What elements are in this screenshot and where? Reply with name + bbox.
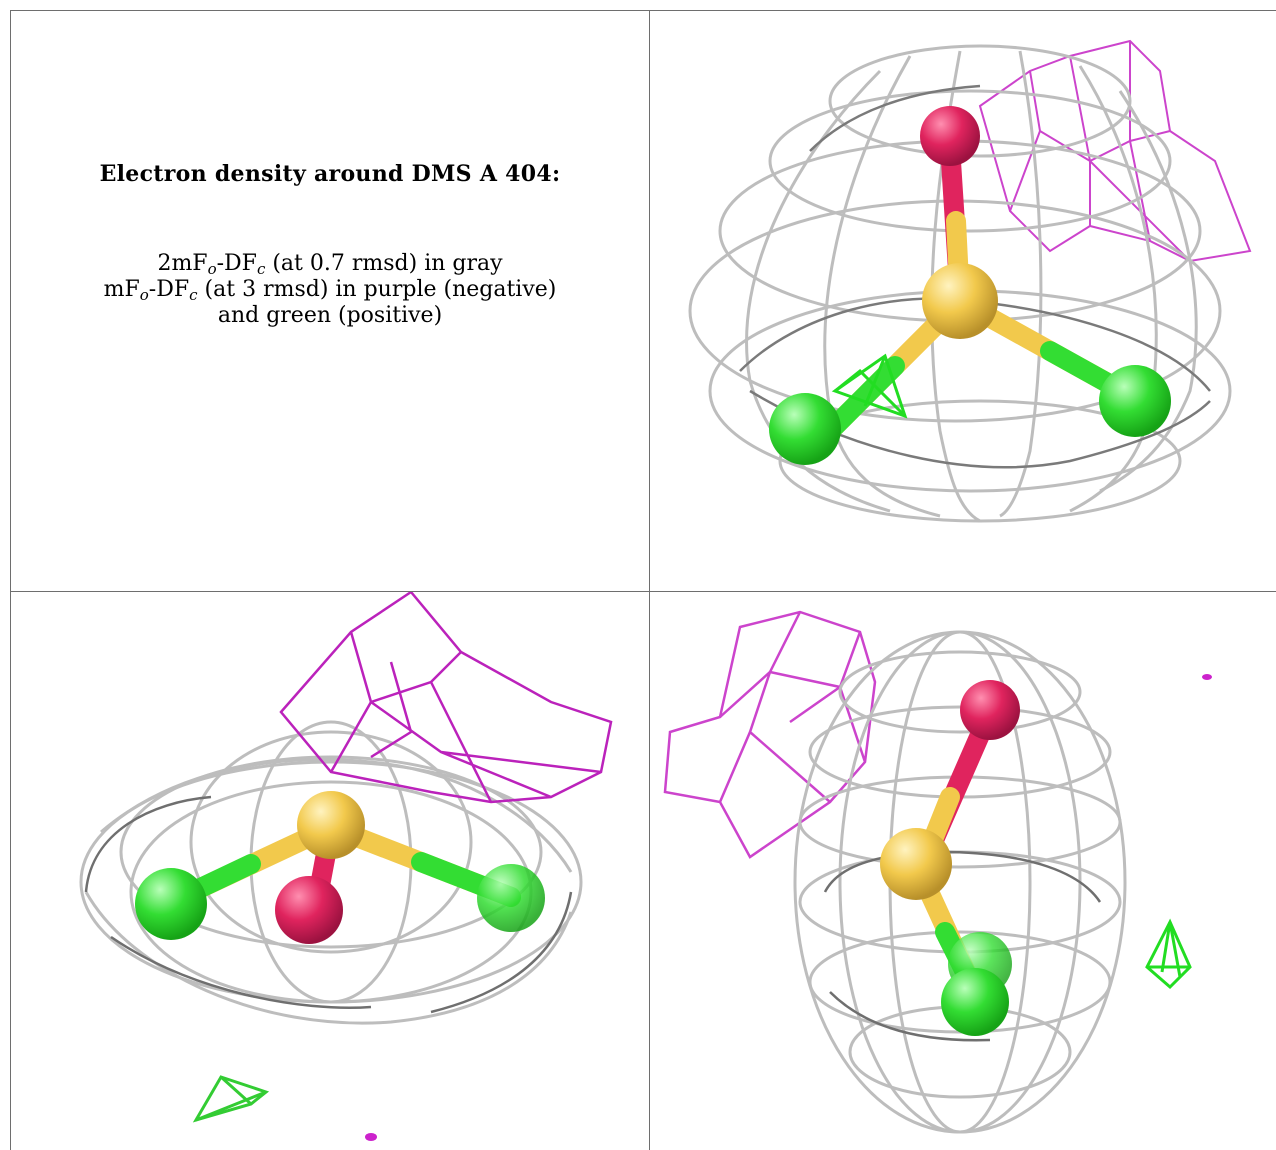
density-mesh-dark-edges bbox=[823, 850, 1102, 1042]
table-border-top bbox=[10, 10, 1276, 11]
table-border-left bbox=[10, 10, 11, 1150]
caption-line-3: and green (positive) bbox=[217, 303, 443, 328]
negative-density-mesh bbox=[663, 610, 877, 859]
density-view-3-canvas bbox=[663, 610, 1212, 1134]
oxygen-atom bbox=[275, 876, 343, 944]
table-divider-vertical bbox=[649, 10, 650, 1150]
positive-density-mesh bbox=[831, 353, 908, 419]
dms-molecule bbox=[880, 680, 1020, 1036]
negative-density-speck bbox=[365, 1133, 377, 1141]
density-mesh-dark-edges bbox=[84, 795, 573, 1014]
density-view-1 bbox=[650, 11, 1276, 591]
dms-molecule bbox=[135, 791, 545, 944]
caption-cell: Electron density around DMS A 404: 2mFo-… bbox=[11, 11, 649, 591]
caption-line-2: mFo-DFc (at 3 rmsd) in purple (negative) bbox=[103, 277, 557, 304]
density-mesh-2mfo-dfc bbox=[793, 630, 1127, 1134]
carbon-atom bbox=[135, 868, 207, 940]
negative-density-mesh bbox=[279, 592, 613, 804]
carbon-atom bbox=[941, 968, 1009, 1036]
density-view-3 bbox=[650, 592, 1276, 1150]
density-view-2 bbox=[11, 592, 649, 1150]
oxygen-atom bbox=[920, 106, 980, 166]
table-divider-horizontal bbox=[10, 591, 1276, 592]
carbon-atom bbox=[1099, 365, 1171, 437]
sulfur-atom bbox=[922, 263, 998, 339]
density-view-2-canvas bbox=[79, 592, 613, 1141]
negative-density-mesh bbox=[978, 39, 1252, 263]
caption-line-1: 2mFo-DFc (at 0.7 rmsd) in gray bbox=[157, 251, 503, 278]
negative-density-speck bbox=[1202, 674, 1212, 680]
carbon-atom bbox=[769, 393, 841, 465]
positive-density-mesh bbox=[1145, 918, 1192, 990]
caption: Electron density around DMS A 404: 2mFo-… bbox=[11, 161, 649, 329]
sulfur-atom bbox=[880, 828, 952, 900]
density-view-1-canvas bbox=[688, 39, 1252, 523]
carbon-atom bbox=[477, 864, 545, 932]
oxygen-atom bbox=[960, 680, 1020, 740]
caption-title: Electron density around DMS A 404: bbox=[99, 161, 561, 187]
sulfur-atom bbox=[297, 791, 365, 859]
positive-density-mesh bbox=[192, 1075, 270, 1123]
dms-molecule bbox=[769, 106, 1171, 465]
